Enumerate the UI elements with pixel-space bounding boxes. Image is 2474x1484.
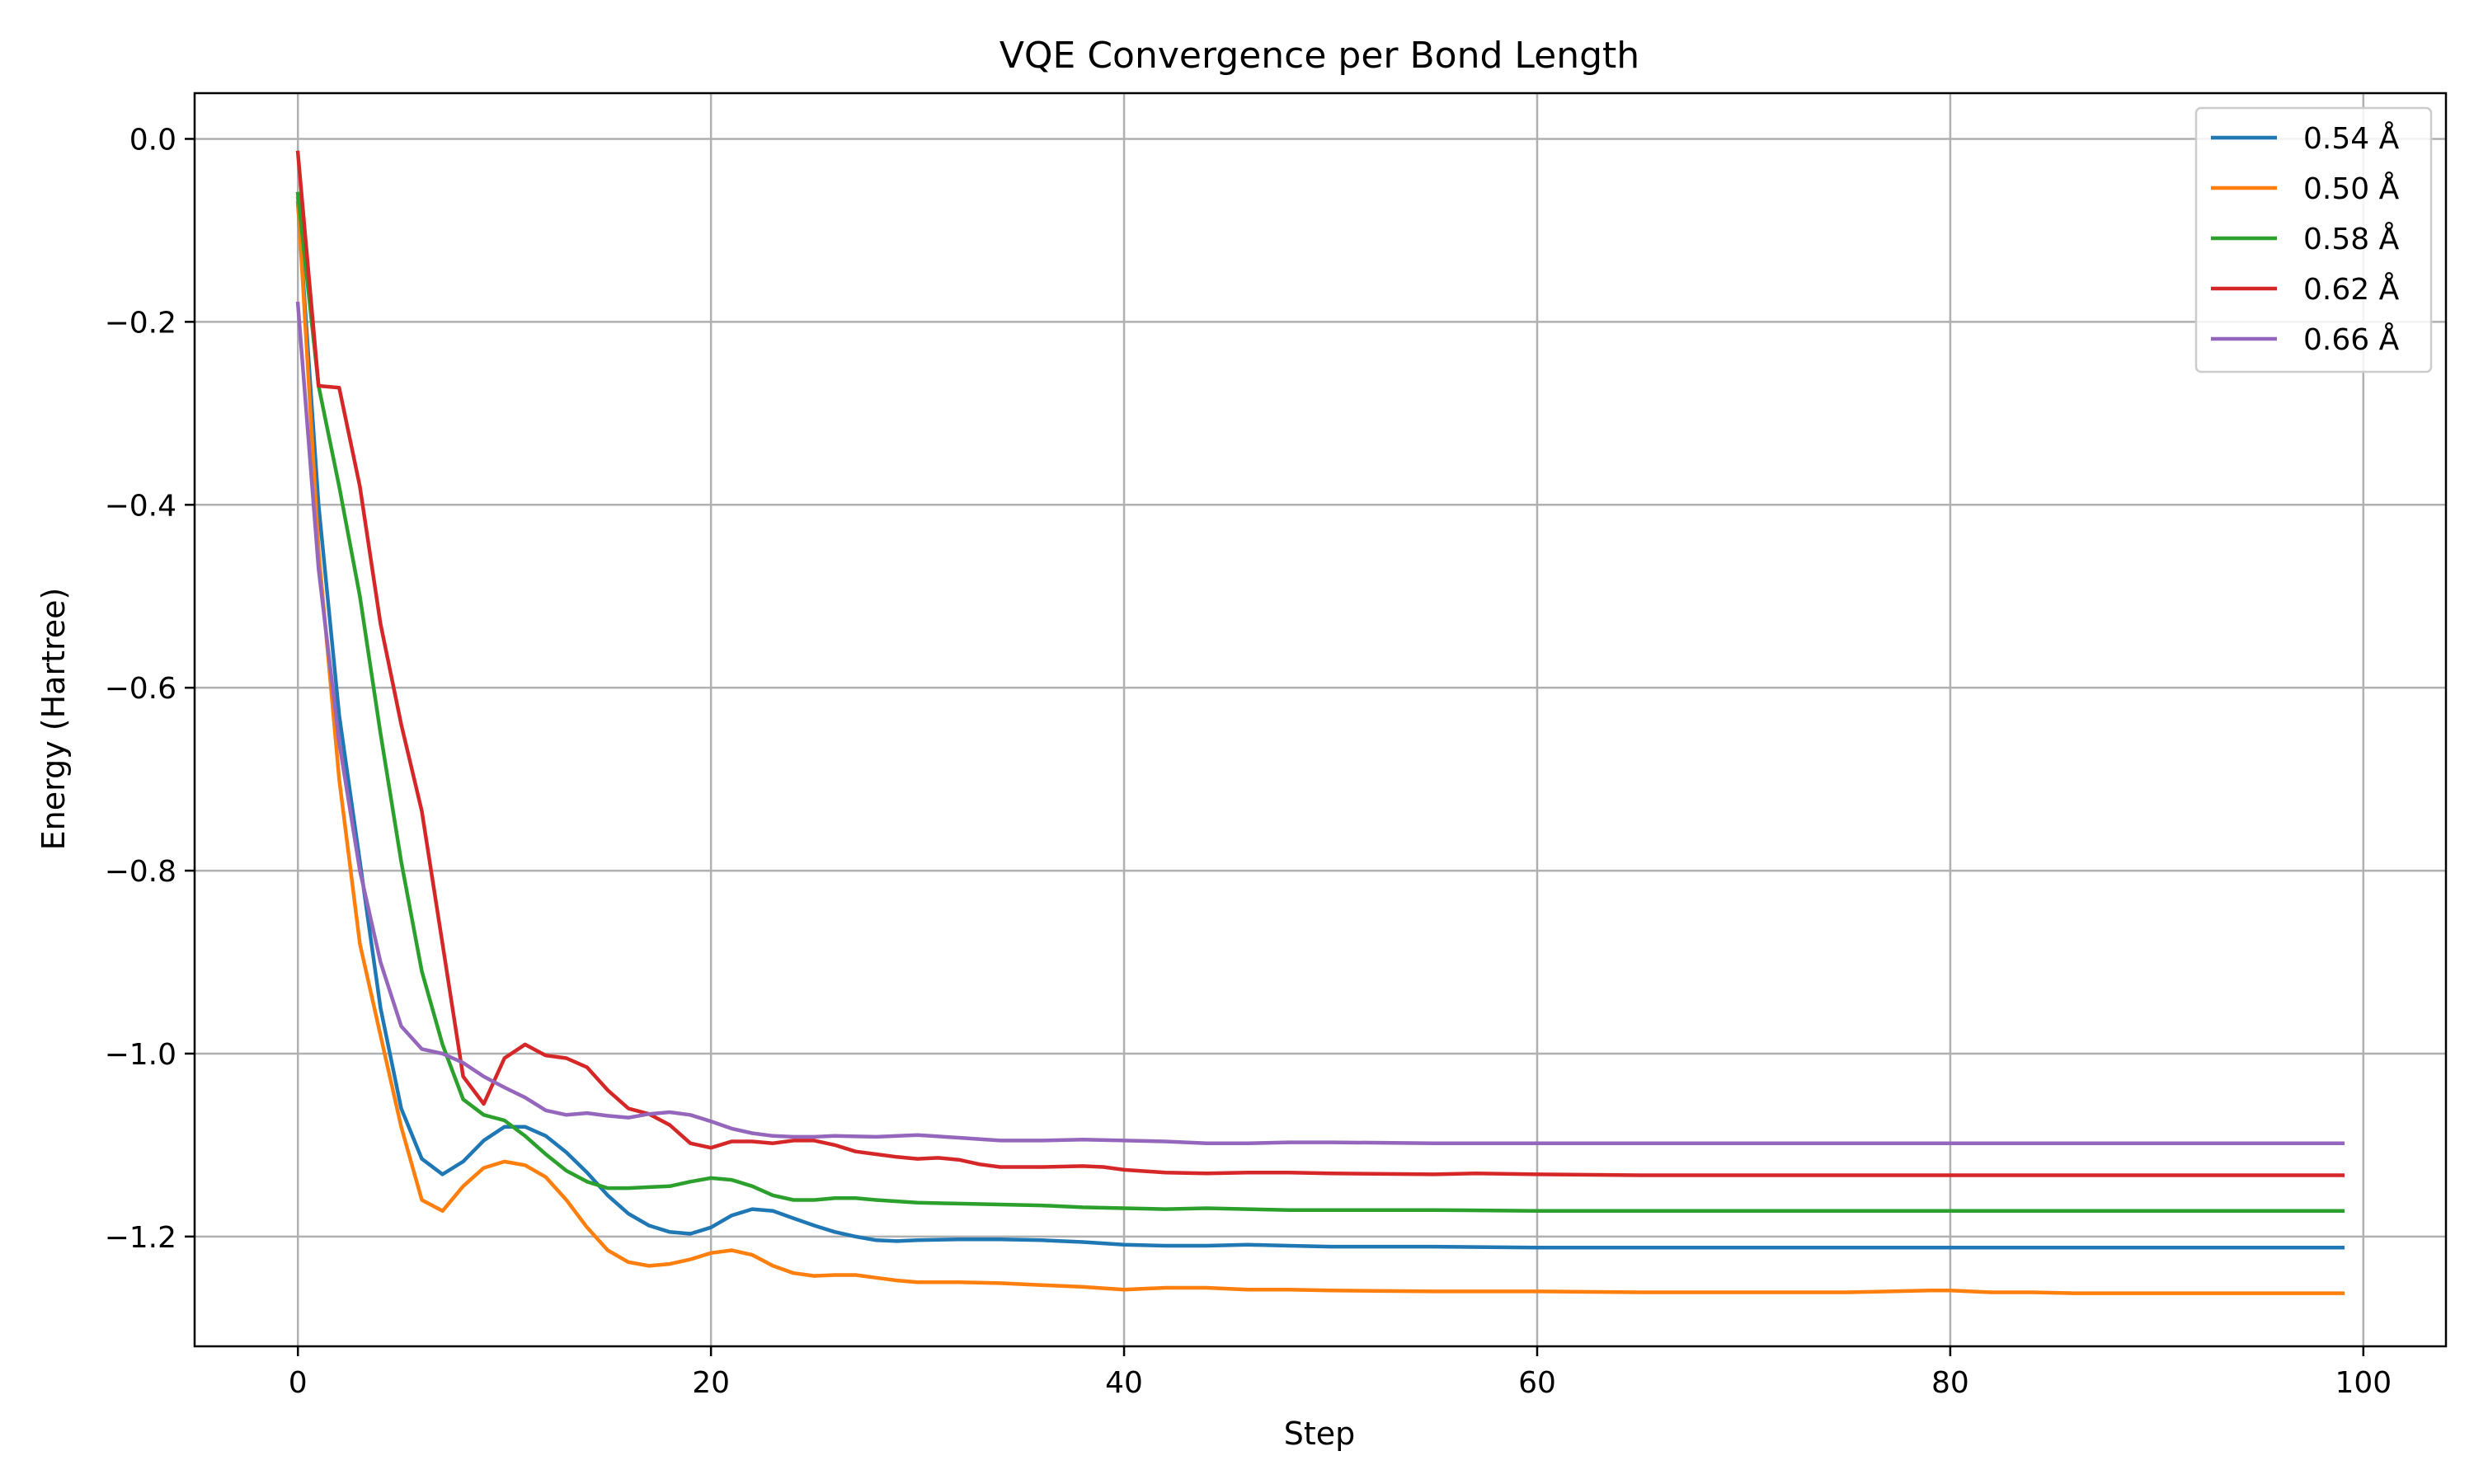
series-line-3 bbox=[295, 150, 2345, 1177]
legend-label-3: 0.62 Å bbox=[2303, 271, 2400, 307]
y-tick-label: −0.4 bbox=[105, 489, 176, 523]
y-tick-label: −1.0 bbox=[105, 1038, 176, 1072]
y-tick-label: −0.8 bbox=[105, 855, 176, 889]
x-tick-label: 0 bbox=[289, 1366, 308, 1400]
y-axis: 0.0 −0.2 −0.4 −0.6 −0.8 −1.0 −1.2 bbox=[105, 123, 195, 1255]
plot-area-frame bbox=[193, 92, 2448, 1348]
x-axis-label: Step bbox=[1284, 1416, 1356, 1452]
series-line-4 bbox=[295, 301, 2345, 1145]
y-tick-label: −0.6 bbox=[105, 672, 176, 706]
legend-label-2: 0.58 Å bbox=[2303, 221, 2400, 256]
legend-label-1: 0.50 Å bbox=[2303, 171, 2400, 206]
series-line-2 bbox=[295, 191, 2345, 1214]
x-tick-label: 40 bbox=[1105, 1366, 1143, 1400]
legend-label-0: 0.54 Å bbox=[2303, 120, 2400, 156]
series-line-1 bbox=[295, 196, 2345, 1295]
x-tick-label: 80 bbox=[1931, 1366, 1969, 1400]
x-tick-label: 20 bbox=[692, 1366, 730, 1400]
legend-box bbox=[2194, 106, 2433, 373]
series-line-0 bbox=[295, 200, 2345, 1250]
y-tick-label: −0.2 bbox=[105, 306, 176, 340]
x-tick-label: 60 bbox=[1518, 1366, 1556, 1400]
chart-title: VQE Convergence per Bond Length bbox=[999, 35, 1639, 77]
series-lines bbox=[295, 150, 2345, 1295]
y-axis-label: Energy (Hartree) bbox=[35, 588, 72, 851]
legend-label-4: 0.66 Å bbox=[2303, 322, 2400, 357]
x-tick-label: 100 bbox=[2335, 1366, 2392, 1400]
legend: 0.54 Å 0.50 Å 0.58 Å 0.62 Å 0.66 Å bbox=[2194, 106, 2433, 373]
x-axis: 0 20 40 60 80 100 bbox=[289, 1346, 2392, 1400]
y-tick-label: 0.0 bbox=[129, 123, 176, 157]
y-tick-label: −1.2 bbox=[105, 1221, 176, 1255]
